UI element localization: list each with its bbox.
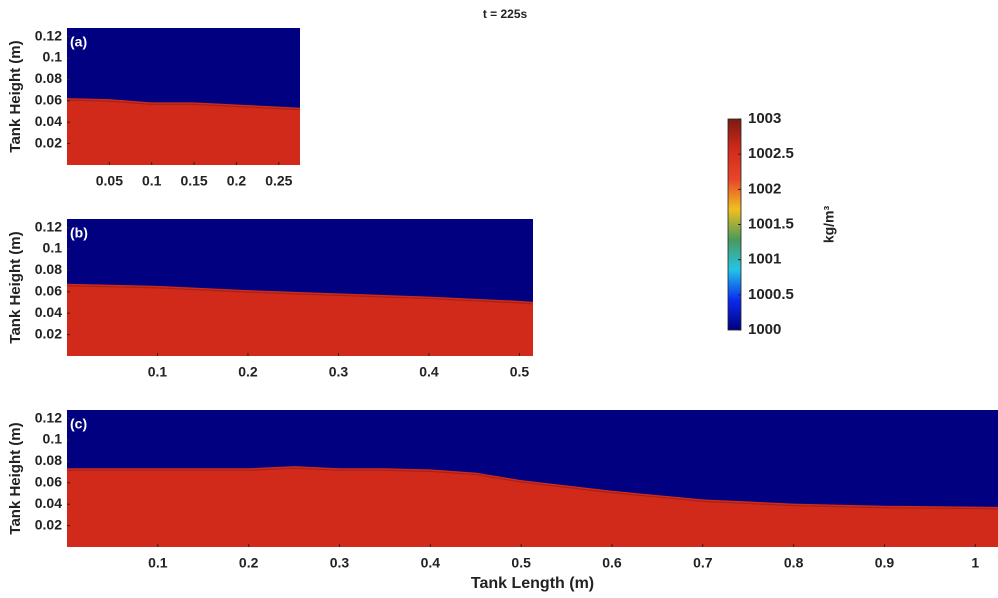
x-tick-label: 0.7	[693, 555, 713, 571]
y-tick-label: 0.02	[35, 325, 62, 341]
colorbar-tick-label: 1001	[748, 251, 781, 268]
x-tick-label: 0.15	[180, 173, 207, 189]
y-tick-label: 0.1	[43, 431, 63, 447]
x-tick-label: 0.9	[875, 555, 895, 571]
panel-label: (b)	[70, 225, 88, 241]
density-band	[67, 28, 300, 108]
y-tick-label: 0.06	[35, 473, 62, 489]
y-tick-label: 0.02	[35, 516, 62, 532]
y-tick-label: 0.06	[35, 91, 62, 107]
y-tick-label: 0.08	[35, 452, 62, 468]
y-axis-label: Tank Height (m)	[7, 231, 24, 343]
x-tick-label: 0.1	[148, 364, 168, 380]
y-axis-label: Tank Height (m)	[7, 40, 24, 152]
y-tick-label: 0.12	[35, 218, 62, 234]
density-band	[67, 219, 533, 302]
x-tick-label: 0.2	[238, 364, 258, 380]
x-tick-label: 0.3	[330, 555, 350, 571]
y-tick-label: 0.02	[35, 134, 62, 150]
y-tick-label: 0.04	[35, 495, 62, 511]
density-band	[67, 410, 998, 507]
colorbar-tick-label: 1001.5	[748, 215, 794, 232]
interface-line	[67, 467, 998, 510]
x-tick-label: 0.3	[329, 364, 349, 380]
field	[67, 410, 998, 547]
x-tick-label: 0.4	[421, 555, 441, 571]
x-tick-label: 0.4	[419, 364, 439, 380]
colorbar-tick-label: 1003	[748, 110, 781, 127]
x-tick-label: 0.2	[227, 173, 247, 189]
y-tick-label: 0.08	[35, 70, 62, 86]
field	[67, 28, 300, 165]
y-tick-label: 0.06	[35, 282, 62, 298]
x-tick-label: 0.6	[602, 555, 622, 571]
panel-label: (a)	[70, 34, 87, 50]
x-tick-label: 0.5	[511, 555, 531, 571]
y-tick-label: 0.12	[35, 27, 62, 43]
y-tick-label: 0.04	[35, 113, 62, 129]
x-tick-label: 0.1	[142, 173, 162, 189]
y-tick-label: 0.04	[35, 304, 62, 320]
colorbar-tick-label: 1002.5	[748, 145, 794, 162]
x-tick-label: 0.8	[784, 555, 804, 571]
colorbar-tick-label: 1000	[748, 321, 781, 338]
x-tick-label: 0.25	[265, 173, 292, 189]
x-tick-label: 0.5	[510, 364, 530, 380]
interface-line	[67, 99, 300, 111]
y-tick-label: 0.08	[35, 261, 62, 277]
y-axis-label: Tank Height (m)	[7, 422, 24, 534]
y-tick-label: 0.12	[35, 409, 62, 425]
colorbar-tick-label: 1000.5	[748, 286, 794, 303]
panel-label: (c)	[70, 416, 87, 432]
x-axis-label: Tank Length (m)	[471, 575, 594, 592]
x-tick-label: 1	[971, 555, 979, 571]
y-tick-label: 0.1	[43, 240, 63, 256]
y-tick-label: 0.1	[43, 49, 63, 65]
x-tick-label: 0.05	[96, 173, 123, 189]
interface-line	[67, 285, 533, 305]
colorbar-label: kg/m³	[821, 205, 837, 243]
figure-title: t = 225s	[483, 7, 528, 21]
x-tick-label: 0.2	[239, 555, 259, 571]
colorbar-tick-label: 1002	[748, 180, 781, 197]
x-tick-label: 0.1	[148, 555, 168, 571]
field	[67, 219, 533, 356]
